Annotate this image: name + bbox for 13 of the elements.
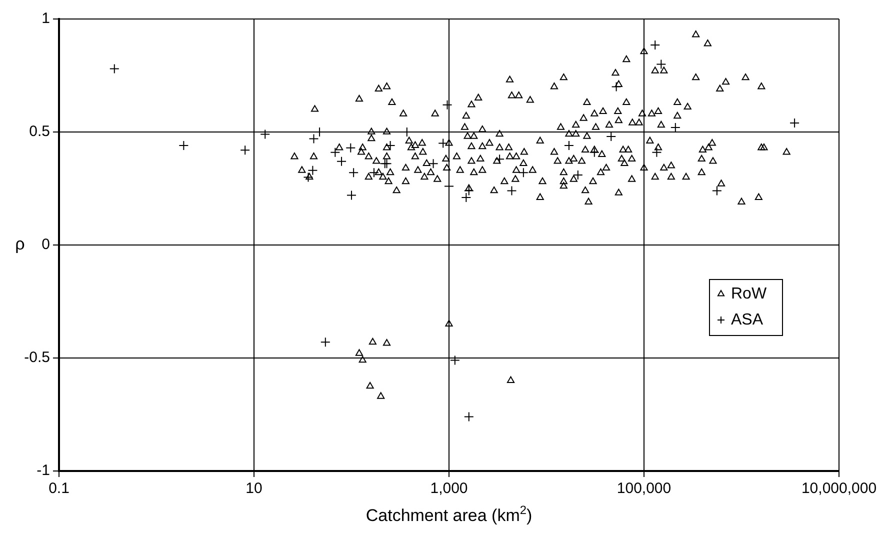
y-tick-label: -1 (36, 462, 50, 480)
y-tick-label: 0.5 (29, 123, 50, 140)
x-tick-label: 10,000,000 (801, 480, 877, 498)
y-tick-label: 1 (42, 10, 50, 28)
legend-label: ASA (731, 311, 764, 328)
legend-label: RoW (731, 285, 768, 302)
y-tick-label: 0 (42, 236, 50, 254)
x-tick-label: 1,000 (430, 480, 468, 498)
y-tick-label: -0.5 (24, 349, 50, 366)
x-tick-label: 0.1 (48, 480, 70, 498)
x-tick-label: 10 (246, 480, 262, 498)
y-axis-title: ρ (15, 234, 25, 254)
x-tick-label: 100,000 (616, 480, 672, 498)
